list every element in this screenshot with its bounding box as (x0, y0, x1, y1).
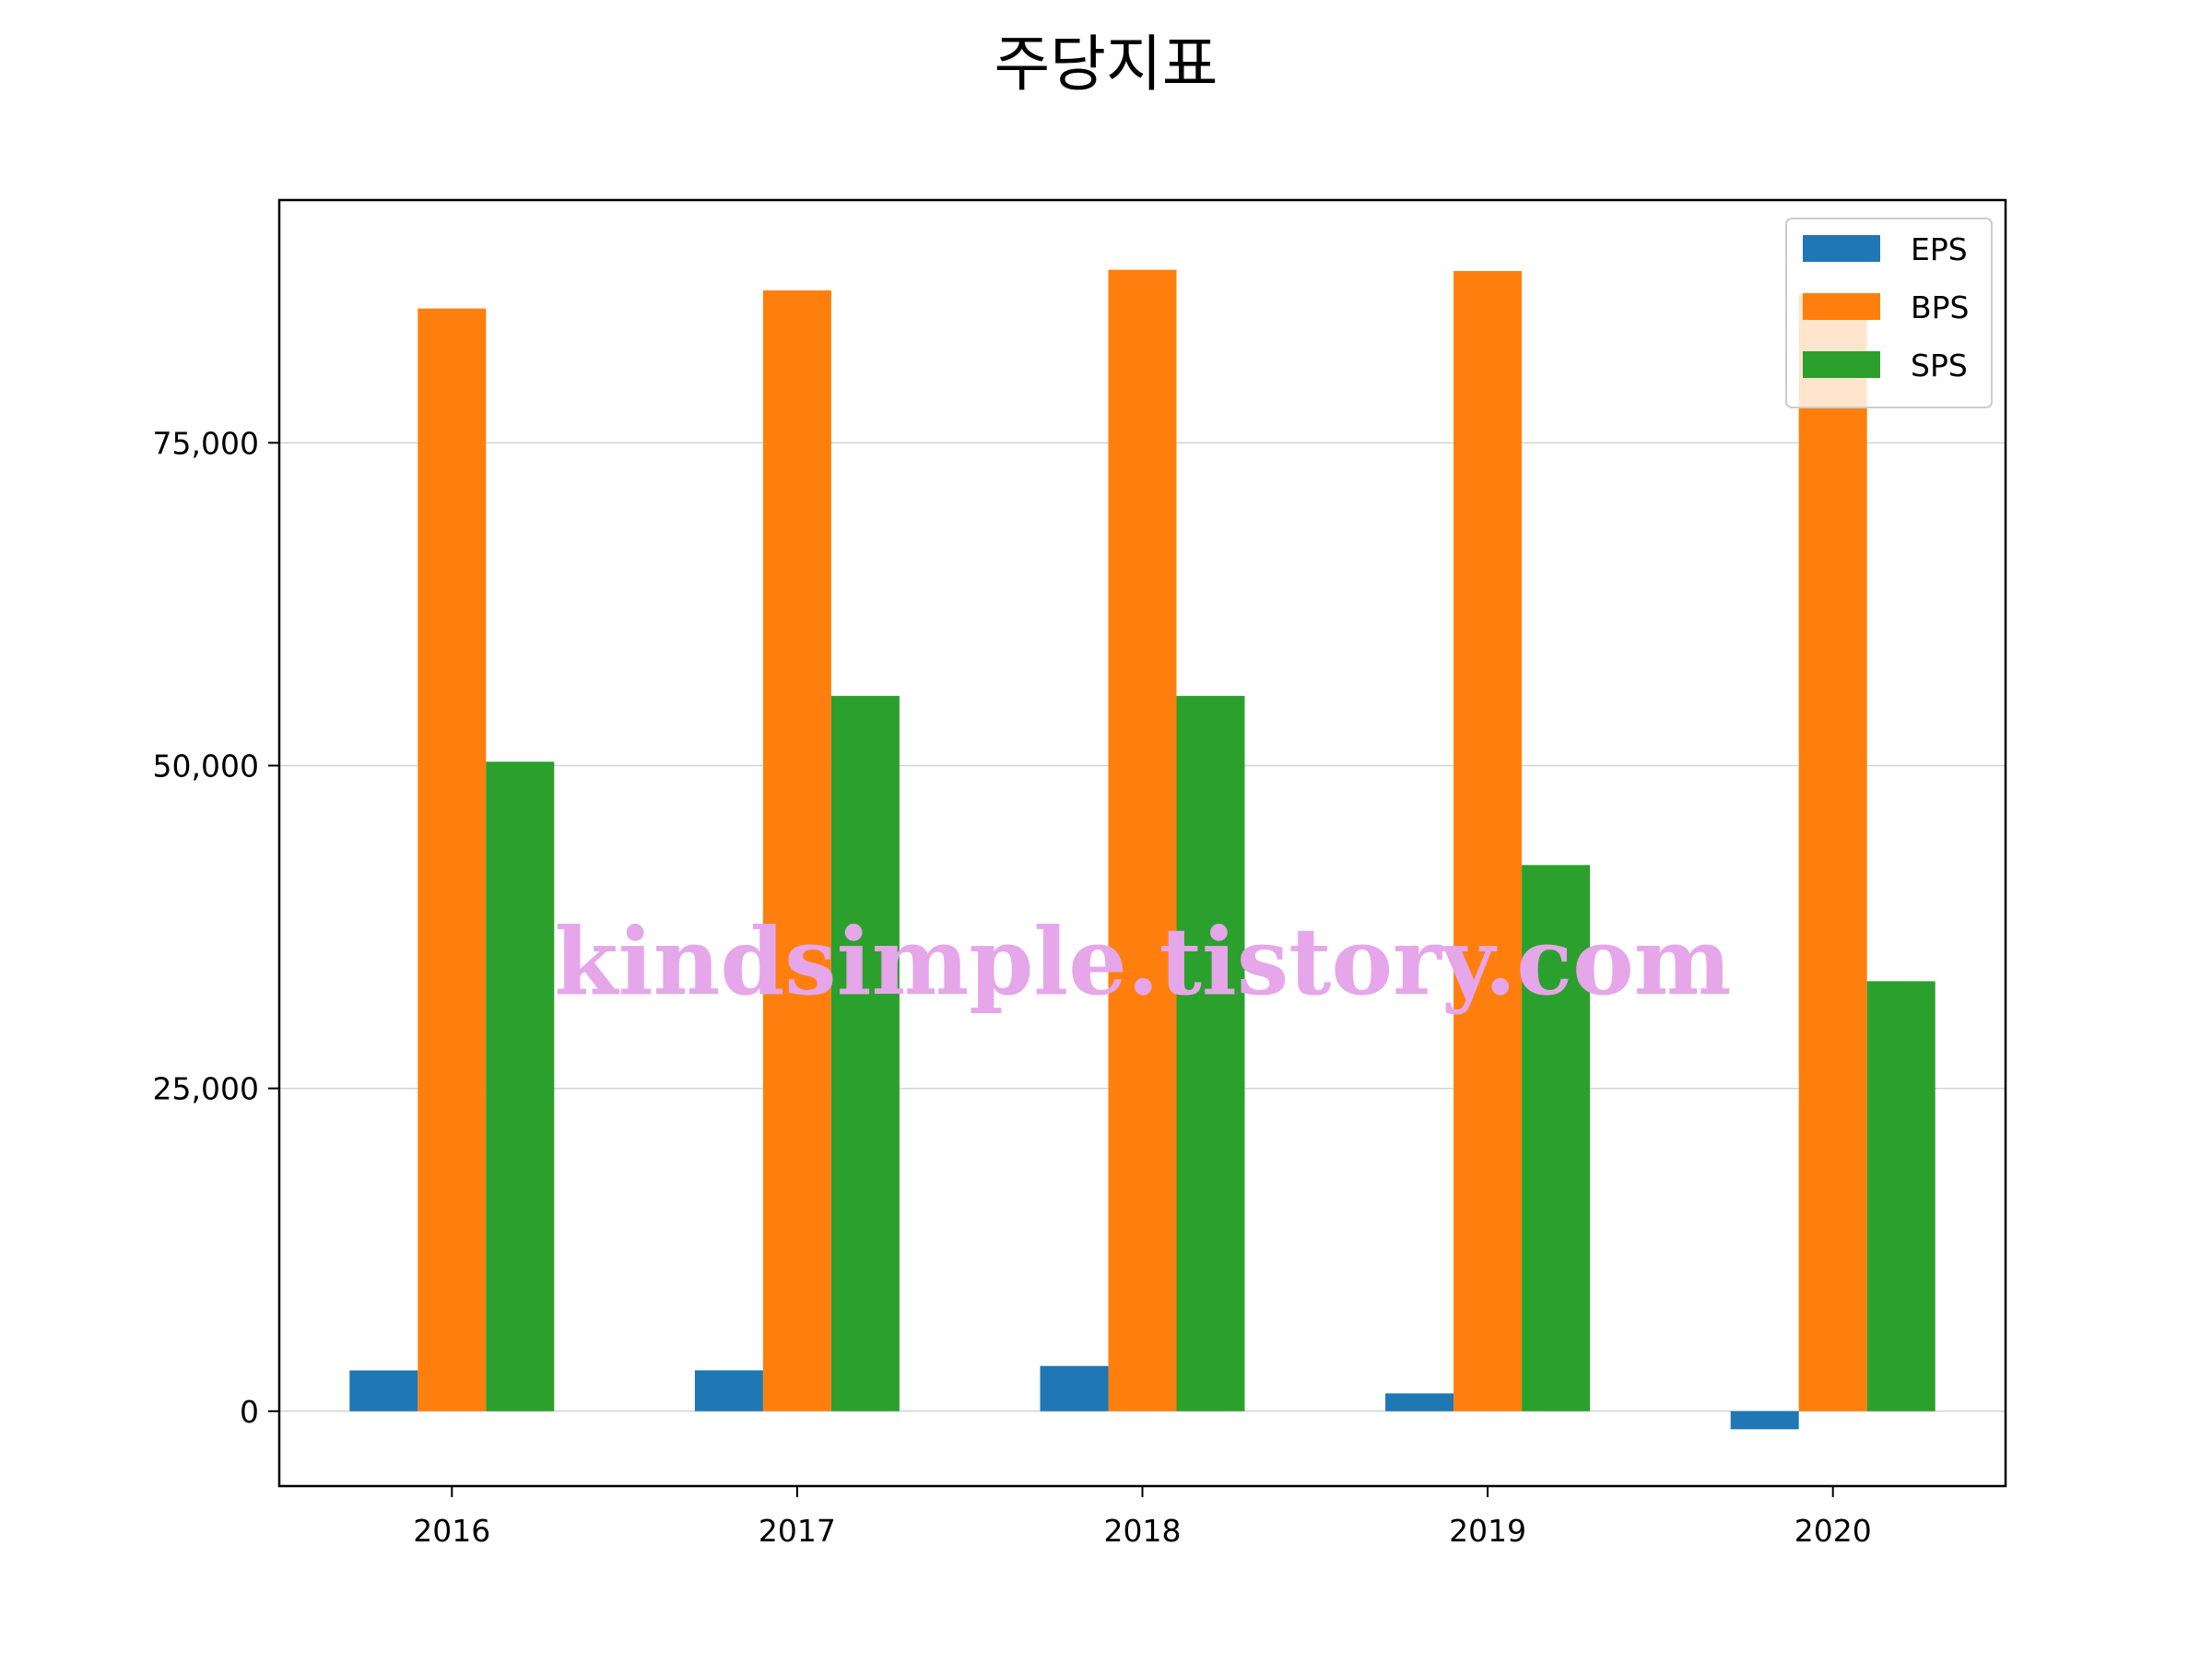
bars (349, 269, 1936, 1430)
legend-swatch-bps (1803, 293, 1880, 320)
bar-eps-2016 (349, 1370, 418, 1411)
legend-label-bps: BPS (1911, 289, 1970, 325)
legend-label-sps: SPS (1911, 348, 1968, 384)
watermark-text: kindsimple.tistory.com (554, 907, 1731, 1016)
bar-bps-2020 (1798, 294, 1867, 1411)
y-tick-label-1: 25,000 (153, 1071, 259, 1107)
bar-sps-2018 (1176, 695, 1245, 1411)
bar-sps-2016 (486, 761, 555, 1411)
bar-eps-2019 (1385, 1393, 1454, 1411)
axes: 0 25,000 50,000 75,000 2016 2017 2018 2019 2020 (153, 425, 1872, 1549)
bar-bps-2016 (418, 308, 487, 1411)
legend-label-eps: EPS (1911, 231, 1968, 267)
x-tick-label-2017: 2017 (759, 1513, 836, 1549)
x-tick-label-2020: 2020 (1794, 1513, 1872, 1549)
y-tick-label-2: 50,000 (153, 748, 259, 784)
x-tick-label-2018: 2018 (1104, 1513, 1182, 1549)
bar-bps-2018 (1108, 269, 1177, 1411)
bar-bps-2019 (1453, 271, 1523, 1411)
legend-swatch-sps (1803, 351, 1880, 378)
y-tick-label-3: 75,000 (153, 425, 259, 461)
x-tick-label-2016: 2016 (413, 1513, 490, 1549)
chart-title: 주당지표 (994, 29, 1218, 100)
bar-bps-2017 (762, 290, 831, 1411)
bar-sps-2020 (1866, 981, 1936, 1411)
bar-sps-2019 (1522, 865, 1591, 1411)
legend: EPS BPS SPS (1785, 218, 1993, 408)
y-tick-label-0: 0 (240, 1394, 259, 1430)
bar-eps-2018 (1040, 1365, 1109, 1411)
bar-sps-2017 (830, 695, 900, 1411)
legend-swatch-eps (1803, 235, 1880, 262)
x-tick-label-2019: 2019 (1449, 1513, 1526, 1549)
bar-eps-2020 (1730, 1410, 1799, 1430)
bar-eps-2017 (694, 1370, 763, 1411)
